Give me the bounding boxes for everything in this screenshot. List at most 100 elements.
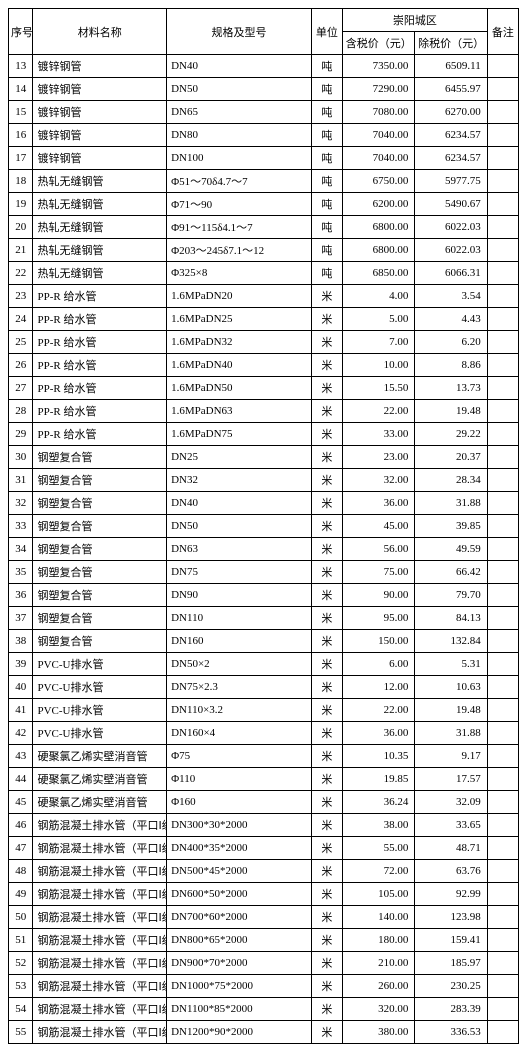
cell-name: 硬聚氯乙烯实壁消音管 [33, 745, 167, 768]
cell-price-incl: 7290.00 [343, 78, 415, 101]
cell-remark [487, 124, 518, 147]
cell-seq: 55 [9, 1021, 33, 1044]
cell-price-excl: 28.34 [415, 469, 487, 492]
cell-name: PVC-U排水管 [33, 699, 167, 722]
cell-seq: 22 [9, 262, 33, 285]
cell-spec: DN32 [167, 469, 312, 492]
cell-seq: 23 [9, 285, 33, 308]
cell-price-excl: 185.97 [415, 952, 487, 975]
cell-spec: 1.6MPaDN40 [167, 354, 312, 377]
cell-remark [487, 377, 518, 400]
cell-price-excl: 6.20 [415, 331, 487, 354]
cell-price-incl: 5.00 [343, 308, 415, 331]
cell-spec: DN1200*90*2000 [167, 1021, 312, 1044]
cell-remark [487, 998, 518, 1021]
cell-price-excl: 13.73 [415, 377, 487, 400]
cell-price-excl: 159.41 [415, 929, 487, 952]
cell-spec: DN50 [167, 78, 312, 101]
cell-unit: 米 [311, 584, 342, 607]
cell-unit: 米 [311, 906, 342, 929]
cell-unit: 米 [311, 837, 342, 860]
cell-price-incl: 36.00 [343, 492, 415, 515]
cell-price-excl: 336.53 [415, 1021, 487, 1044]
cell-price-excl: 5.31 [415, 653, 487, 676]
header-remark: 备注 [487, 9, 518, 55]
cell-name: 镀锌钢管 [33, 147, 167, 170]
table-header: 序号 材料名称 规格及型号 单位 崇阳城区 备注 含税价（元） 除税价（元） [9, 9, 519, 55]
table-row: 39PVC-U排水管DN50×2米6.005.31 [9, 653, 519, 676]
cell-seq: 52 [9, 952, 33, 975]
cell-name: PP-R 给水管 [33, 400, 167, 423]
table-row: 28PP-R 给水管1.6MPaDN63米22.0019.48 [9, 400, 519, 423]
header-name: 材料名称 [33, 9, 167, 55]
cell-unit: 吨 [311, 170, 342, 193]
cell-unit: 吨 [311, 193, 342, 216]
cell-seq: 13 [9, 55, 33, 78]
cell-spec: Φ160 [167, 791, 312, 814]
cell-seq: 47 [9, 837, 33, 860]
cell-name: 热轧无缝钢管 [33, 193, 167, 216]
cell-unit: 吨 [311, 101, 342, 124]
cell-price-excl: 5977.75 [415, 170, 487, 193]
cell-name: 钢筋混凝土排水管（平口Ⅰ级） [33, 837, 167, 860]
table-row: 19热轧无缝钢管Φ71～90吨6200.005490.67 [9, 193, 519, 216]
cell-spec: 1.6MPaDN32 [167, 331, 312, 354]
cell-spec: 1.6MPaDN63 [167, 400, 312, 423]
table-row: 34钢塑复合管DN63米56.0049.59 [9, 538, 519, 561]
cell-spec: DN75×2.3 [167, 676, 312, 699]
cell-spec: Φ51～70δ4.7～7 [167, 170, 312, 193]
cell-spec: DN90 [167, 584, 312, 607]
cell-remark [487, 791, 518, 814]
cell-spec: DN110 [167, 607, 312, 630]
cell-remark [487, 722, 518, 745]
cell-name: 钢筋混凝土排水管（平口Ⅰ级） [33, 929, 167, 952]
cell-spec: DN900*70*2000 [167, 952, 312, 975]
cell-name: 钢筋混凝土排水管（平口Ⅰ级） [33, 883, 167, 906]
cell-name: 硬聚氯乙烯实壁消音管 [33, 791, 167, 814]
table-row: 21热轧无缝钢管Φ203～245δ7.1～12吨6800.006022.03 [9, 239, 519, 262]
cell-spec: DN50 [167, 515, 312, 538]
cell-remark [487, 653, 518, 676]
cell-spec: DN160 [167, 630, 312, 653]
cell-remark [487, 193, 518, 216]
cell-name: 钢塑复合管 [33, 515, 167, 538]
table-row: 13镀锌钢管DN40吨7350.006509.11 [9, 55, 519, 78]
table-row: 27PP-R 给水管1.6MPaDN50米15.5013.73 [9, 377, 519, 400]
cell-remark [487, 354, 518, 377]
cell-unit: 米 [311, 768, 342, 791]
cell-spec: DN800*65*2000 [167, 929, 312, 952]
table-row: 36钢塑复合管DN90米90.0079.70 [9, 584, 519, 607]
cell-unit: 米 [311, 998, 342, 1021]
cell-unit: 米 [311, 699, 342, 722]
cell-price-excl: 31.88 [415, 722, 487, 745]
cell-unit: 米 [311, 975, 342, 998]
cell-price-incl: 10.00 [343, 354, 415, 377]
cell-price-incl: 19.85 [343, 768, 415, 791]
cell-name: 镀锌钢管 [33, 124, 167, 147]
cell-name: PVC-U排水管 [33, 676, 167, 699]
cell-unit: 米 [311, 860, 342, 883]
table-row: 53钢筋混凝土排水管（平口Ⅰ级）DN1000*75*2000米260.00230… [9, 975, 519, 998]
header-price-incl: 含税价（元） [343, 32, 415, 55]
table-row: 50钢筋混凝土排水管（平口Ⅰ级）DN700*60*2000米140.00123.… [9, 906, 519, 929]
cell-spec: DN40 [167, 55, 312, 78]
cell-name: PP-R 给水管 [33, 331, 167, 354]
cell-seq: 38 [9, 630, 33, 653]
cell-price-incl: 6750.00 [343, 170, 415, 193]
cell-seq: 16 [9, 124, 33, 147]
cell-seq: 25 [9, 331, 33, 354]
table-row: 47钢筋混凝土排水管（平口Ⅰ级）DN400*35*2000米55.0048.71 [9, 837, 519, 860]
header-region: 崇阳城区 [343, 9, 488, 32]
cell-price-excl: 48.71 [415, 837, 487, 860]
cell-unit: 吨 [311, 55, 342, 78]
cell-name: 热轧无缝钢管 [33, 170, 167, 193]
cell-spec: DN50×2 [167, 653, 312, 676]
cell-name: 钢筋混凝土排水管（平口Ⅰ级） [33, 906, 167, 929]
cell-spec: Φ110 [167, 768, 312, 791]
cell-spec: DN63 [167, 538, 312, 561]
cell-price-incl: 6850.00 [343, 262, 415, 285]
cell-price-incl: 150.00 [343, 630, 415, 653]
cell-spec: Φ75 [167, 745, 312, 768]
cell-price-excl: 6022.03 [415, 216, 487, 239]
cell-name: 镀锌钢管 [33, 101, 167, 124]
